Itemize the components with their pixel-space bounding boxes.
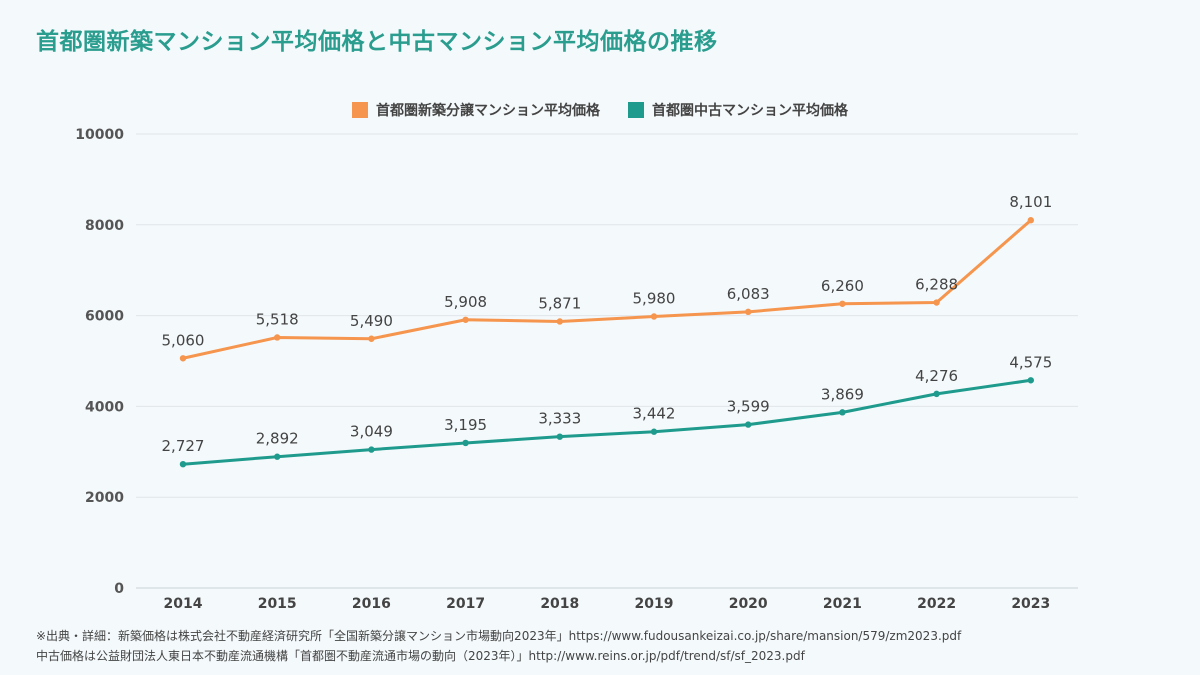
y-tick-label: 4000 [85, 399, 124, 415]
chart-title: 首都圏新築マンション平均価格と中古マンション平均価格の推移 [36, 29, 718, 55]
data-point-new [933, 299, 940, 306]
legend-item-new: 首都圏新築分譲マンション平均価格 [352, 100, 600, 120]
legend-item-used: 首都圏中古マンション平均価格 [628, 100, 848, 120]
data-label-new: 5,908 [444, 293, 487, 311]
data-label-used: 2,727 [162, 437, 205, 455]
x-tick-label: 2014 [164, 596, 203, 612]
x-tick-label: 2015 [258, 596, 297, 612]
data-point-new [274, 334, 281, 341]
series-line-used [181, 378, 1033, 466]
data-label-new: 6,083 [727, 285, 770, 303]
data-point-used [745, 421, 752, 428]
data-label-new: 5,980 [633, 290, 676, 308]
x-tick-label: 2021 [823, 596, 862, 612]
data-label-used: 3,049 [350, 423, 393, 441]
legend-label-new: 首都圏新築分譲マンション平均価格 [376, 103, 600, 119]
y-tick-label: 6000 [85, 309, 124, 325]
data-label-used: 3,599 [727, 398, 770, 416]
footnote-line-new: ※出典・詳細：新築価格は株式会社不動産経済研究所「全国新築分譲マンション市場動向… [36, 629, 962, 643]
data-label-new: 6,260 [821, 277, 864, 295]
data-label-new: 8,101 [1009, 193, 1052, 211]
data-label-new: 5,490 [350, 312, 393, 330]
x-tick-label: 2019 [635, 596, 674, 612]
x-tick-label: 2022 [917, 596, 956, 612]
footnote-line-used: 中古価格は公益財団法人東日本不動産流通機構「首都圏不動産流通市場の動向（2023… [36, 649, 805, 663]
data-point-new [556, 318, 563, 325]
legend-label-used: 首都圏中古マンション平均価格 [652, 103, 848, 119]
data-label-used: 3,333 [538, 410, 581, 428]
data-point-used [462, 439, 469, 447]
data-point-new [650, 313, 658, 320]
y-tick-label: 0 [114, 581, 124, 597]
data-label-new: 6,288 [915, 276, 958, 294]
x-tick-label: 2016 [352, 596, 391, 612]
series-line-new [181, 218, 1033, 360]
data-point-used [274, 453, 281, 460]
data-label-used: 2,892 [256, 430, 299, 448]
data-point-used [650, 428, 658, 435]
data-label-used: 3,442 [633, 405, 676, 423]
data-label-new: 5,060 [162, 331, 205, 349]
y-tick-label: 2000 [85, 490, 124, 506]
data-point-used [179, 460, 187, 468]
data-point-new [1027, 217, 1035, 224]
data-point-used [1027, 377, 1035, 384]
data-label-used: 3,869 [821, 385, 864, 403]
legend-swatch-new [352, 102, 368, 118]
data-point-used [368, 446, 375, 453]
data-point-new [368, 335, 375, 342]
data-label-used: 4,276 [915, 367, 958, 385]
data-label-new: 5,518 [256, 310, 299, 328]
data-point-new [462, 316, 469, 323]
data-point-new [839, 300, 846, 307]
y-tick-label: 10000 [75, 127, 124, 143]
y-tick-label: 8000 [85, 218, 124, 234]
data-label-used: 3,195 [444, 416, 487, 434]
x-tick-label: 2017 [446, 596, 485, 612]
data-point-new [179, 355, 187, 362]
x-tick-label: 2023 [1011, 596, 1050, 612]
data-label-new: 5,871 [538, 294, 581, 312]
footnote: ※出典・詳細：新築価格は株式会社不動産経済研究所「全国新築分譲マンション市場動向… [36, 626, 961, 666]
data-point-used [839, 409, 846, 416]
data-point-used [556, 433, 563, 440]
data-point-used [933, 390, 940, 398]
data-point-new [745, 308, 752, 316]
x-tick-label: 2018 [540, 596, 579, 612]
legend: 首都圏新築分譲マンション平均価格 首都圏中古マンション平均価格 [0, 100, 1200, 120]
x-tick-label: 2020 [729, 596, 768, 612]
data-label-used: 4,575 [1009, 353, 1052, 371]
legend-swatch-used [628, 102, 644, 118]
